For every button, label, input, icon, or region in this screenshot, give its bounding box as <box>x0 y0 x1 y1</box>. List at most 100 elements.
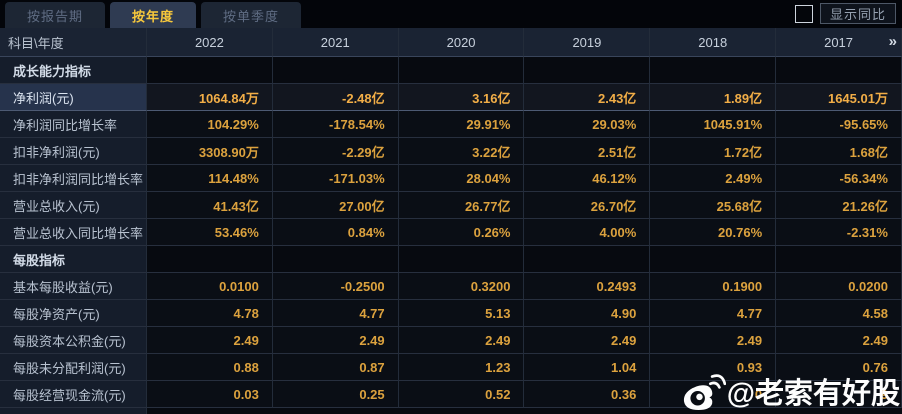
table-row[interactable]: 扣非净利润同比增长率 114.48% -171.03% 28.04% 46.12% 2.4… <box>0 165 902 192</box>
table-header-row: 科目\年度 2022 2021 2020 2019 2018 2017» <box>0 28 902 57</box>
value-cell: 2.43亿 <box>524 84 651 111</box>
value-cell: 114.48% <box>147 165 273 192</box>
value-cell: 4.58 <box>776 300 902 327</box>
value-cell: 21.26亿 <box>776 192 902 219</box>
table-row[interactable]: 扣非净利润(元) 3308.90万 -2.29亿 3.22亿 2.51亿 1.72亿 1.6… <box>0 138 902 165</box>
value-cell: -56.34% <box>776 165 902 192</box>
value-cell: 2.51亿 <box>524 138 651 165</box>
value-cell: 0.3200 <box>398 273 525 300</box>
value-cell: 1045.91% <box>650 111 777 138</box>
row-label: 扣非净利润同比增长率 <box>0 165 147 192</box>
tab-bar: 按报告期 按年度 按单季度 显示同比 <box>0 0 902 28</box>
show-yoy-button[interactable]: 显示同比 <box>819 3 896 24</box>
value-cell: 5.13 <box>398 300 525 327</box>
row-label: 每股指标 <box>0 246 147 273</box>
value-cell <box>147 57 273 84</box>
value-cell: 1.72亿 <box>650 138 777 165</box>
table-row[interactable]: 每股净资产(元) 4.78 4.77 5.13 4.90 4.77 4.58 <box>0 300 902 327</box>
value-cell <box>272 246 399 273</box>
year-header-2021: 2021 <box>272 28 399 57</box>
value-cell: 1.04 <box>524 354 651 381</box>
tab-by-quarter[interactable]: 按单季度 <box>201 2 302 28</box>
row-label: 营业总收入(元) <box>0 192 147 219</box>
table-row[interactable]: 每股未分配利润(元) 0.88 0.87 1.23 1.04 0.93 0.76 <box>0 354 902 381</box>
value-cell: 28.04% <box>398 165 525 192</box>
corner-header-cell: 科目\年度 <box>0 28 147 57</box>
table-row[interactable]: 净利润(元) 1064.84万 -2.48亿 3.16亿 2.43亿 1.89亿 1645.… <box>0 84 902 111</box>
value-cell: 0.1900 <box>650 273 777 300</box>
value-cell: 4.90 <box>524 300 651 327</box>
table-row[interactable]: 每股经营现金流(元) 0.03 0.25 0.52 0.36 0 9 <box>0 381 902 408</box>
show-yoy-checkbox[interactable] <box>794 4 813 23</box>
year-header-2020: 2020 <box>398 28 525 57</box>
value-cell: 53.46% <box>147 219 273 246</box>
value-cell: 3308.90万 <box>147 138 273 165</box>
table-row[interactable]: 营业总收入(元) 41.43亿 27.00亿 26.77亿 26.70亿 25.68亿 21… <box>0 192 902 219</box>
row-label: 每股未分配利润(元) <box>0 354 147 381</box>
table-row[interactable]: 营业总收入同比增长率 53.46% 0.84% 0.26% 4.00% 20.76% -2.… <box>0 219 902 246</box>
value-cell: 27.00亿 <box>272 192 399 219</box>
value-cell: 1.23 <box>398 354 525 381</box>
value-cell: 2.49% <box>650 165 777 192</box>
clipped-next-row <box>0 408 902 414</box>
value-cell: 9 <box>776 381 902 408</box>
value-cell <box>272 57 399 84</box>
tab-by-year[interactable]: 按年度 <box>110 2 197 28</box>
value-cell: 2.49 <box>776 327 902 354</box>
value-cell: 0.52 <box>398 381 525 408</box>
value-cell <box>650 246 777 273</box>
table-row[interactable]: 基本每股收益(元) 0.0100 -0.2500 0.3200 0.2493 0.1900… <box>0 273 902 300</box>
value-cell <box>524 246 651 273</box>
value-cell: 2.49 <box>650 327 777 354</box>
value-cell: 0.88 <box>147 354 273 381</box>
value-cell <box>776 57 902 84</box>
row-label: 营业总收入同比增长率 <box>0 219 147 246</box>
value-cell: -0.2500 <box>272 273 399 300</box>
value-cell: 0.36 <box>524 381 651 408</box>
value-cell: 1645.01万 <box>776 84 902 111</box>
value-cell: 4.77 <box>272 300 399 327</box>
value-cell <box>398 57 525 84</box>
value-cell: 3.16亿 <box>398 84 525 111</box>
value-cell: 2.49 <box>398 327 525 354</box>
value-cell: -178.54% <box>272 111 399 138</box>
table-row[interactable]: 净利润同比增长率 104.29% -178.54% 29.91% 29.03% 1045.… <box>0 111 902 138</box>
tab-by-report-period[interactable]: 按报告期 <box>5 2 106 28</box>
value-cell <box>524 57 651 84</box>
value-cell: 29.03% <box>524 111 651 138</box>
row-label: 每股净资产(元) <box>0 300 147 327</box>
year-header-2022: 2022 <box>147 28 273 57</box>
yoy-controls: 显示同比 <box>794 3 896 24</box>
value-cell: 2.49 <box>147 327 273 354</box>
value-cell: 26.77亿 <box>398 192 525 219</box>
row-label: 每股资本公积金(元) <box>0 327 147 354</box>
next-years-icon[interactable]: » <box>888 32 897 50</box>
value-cell: 3.22亿 <box>398 138 525 165</box>
value-cell <box>776 246 902 273</box>
section-row: 成长能力指标 <box>0 57 902 84</box>
value-cell: 46.12% <box>524 165 651 192</box>
value-cell: 4.78 <box>147 300 273 327</box>
table-row[interactable]: 每股资本公积金(元) 2.49 2.49 2.49 2.49 2.49 2.49 <box>0 327 902 354</box>
value-cell: 25.68亿 <box>650 192 777 219</box>
value-cell: 0.26% <box>398 219 525 246</box>
value-cell: 29.91% <box>398 111 525 138</box>
value-cell: 20.76% <box>650 219 777 246</box>
indicators-table: 科目\年度 2022 2021 2020 2019 2018 2017» 成长能力指标 净利… <box>0 28 902 414</box>
section-row: 每股指标 <box>0 246 902 273</box>
value-cell: -2.48亿 <box>272 84 399 111</box>
value-cell: 41.43亿 <box>147 192 273 219</box>
value-cell: 0.03 <box>147 381 273 408</box>
row-label: 成长能力指标 <box>0 57 147 84</box>
value-cell: -2.31% <box>776 219 902 246</box>
value-cell <box>398 246 525 273</box>
value-cell: 0.87 <box>272 354 399 381</box>
year-header-2019: 2019 <box>524 28 651 57</box>
value-cell <box>650 57 777 84</box>
value-cell: 0.93 <box>650 354 777 381</box>
value-cell: 1.68亿 <box>776 138 902 165</box>
row-label: 扣非净利润(元) <box>0 138 147 165</box>
value-cell: 0.25 <box>272 381 399 408</box>
value-cell: 1064.84万 <box>147 84 273 111</box>
